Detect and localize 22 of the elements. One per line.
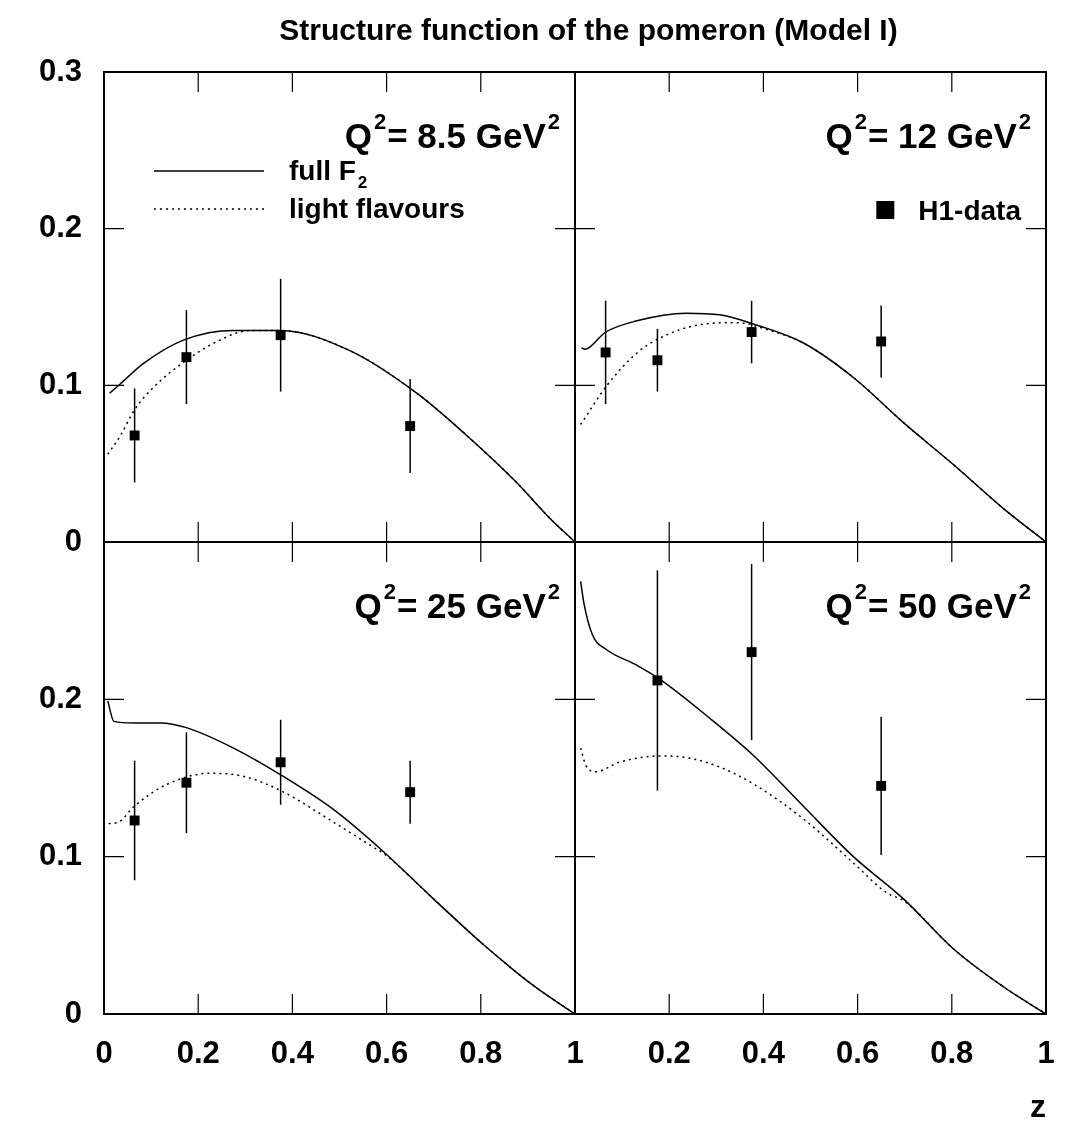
x-tick-label: 1: [566, 1035, 584, 1071]
y-tick-label: 0.2: [38, 679, 82, 715]
x-tick-label: 0.4: [741, 1035, 786, 1071]
x-tick-label: 0: [95, 1035, 113, 1071]
y-tick-label: 0.1: [38, 837, 82, 873]
x-tick-label: 0.2: [176, 1035, 220, 1071]
x-tick-label: 0.8: [459, 1035, 503, 1071]
legend-label: light flavours: [289, 193, 465, 224]
x-tick-label: 0.4: [270, 1035, 315, 1071]
y-tick-label: 0.2: [38, 209, 82, 245]
y-tick-label: 0.1: [38, 365, 82, 401]
y-tick-label: 0: [64, 522, 82, 558]
legend-label: H1-data: [918, 195, 1022, 226]
x-axis-title: z: [1030, 1087, 1046, 1124]
x-tick-label: 0.6: [836, 1035, 880, 1071]
x-tick-label: 1: [1037, 1035, 1055, 1071]
x-tick-label: 0.2: [647, 1035, 691, 1071]
chart-title: Structure function of the pomeron (Model I): [279, 13, 898, 46]
y-tick-label: 0.3: [38, 52, 82, 88]
x-tick-label: 0.8: [930, 1035, 974, 1071]
x-tick-label: 0.6: [365, 1035, 409, 1071]
y-tick-label: 0: [64, 994, 82, 1030]
